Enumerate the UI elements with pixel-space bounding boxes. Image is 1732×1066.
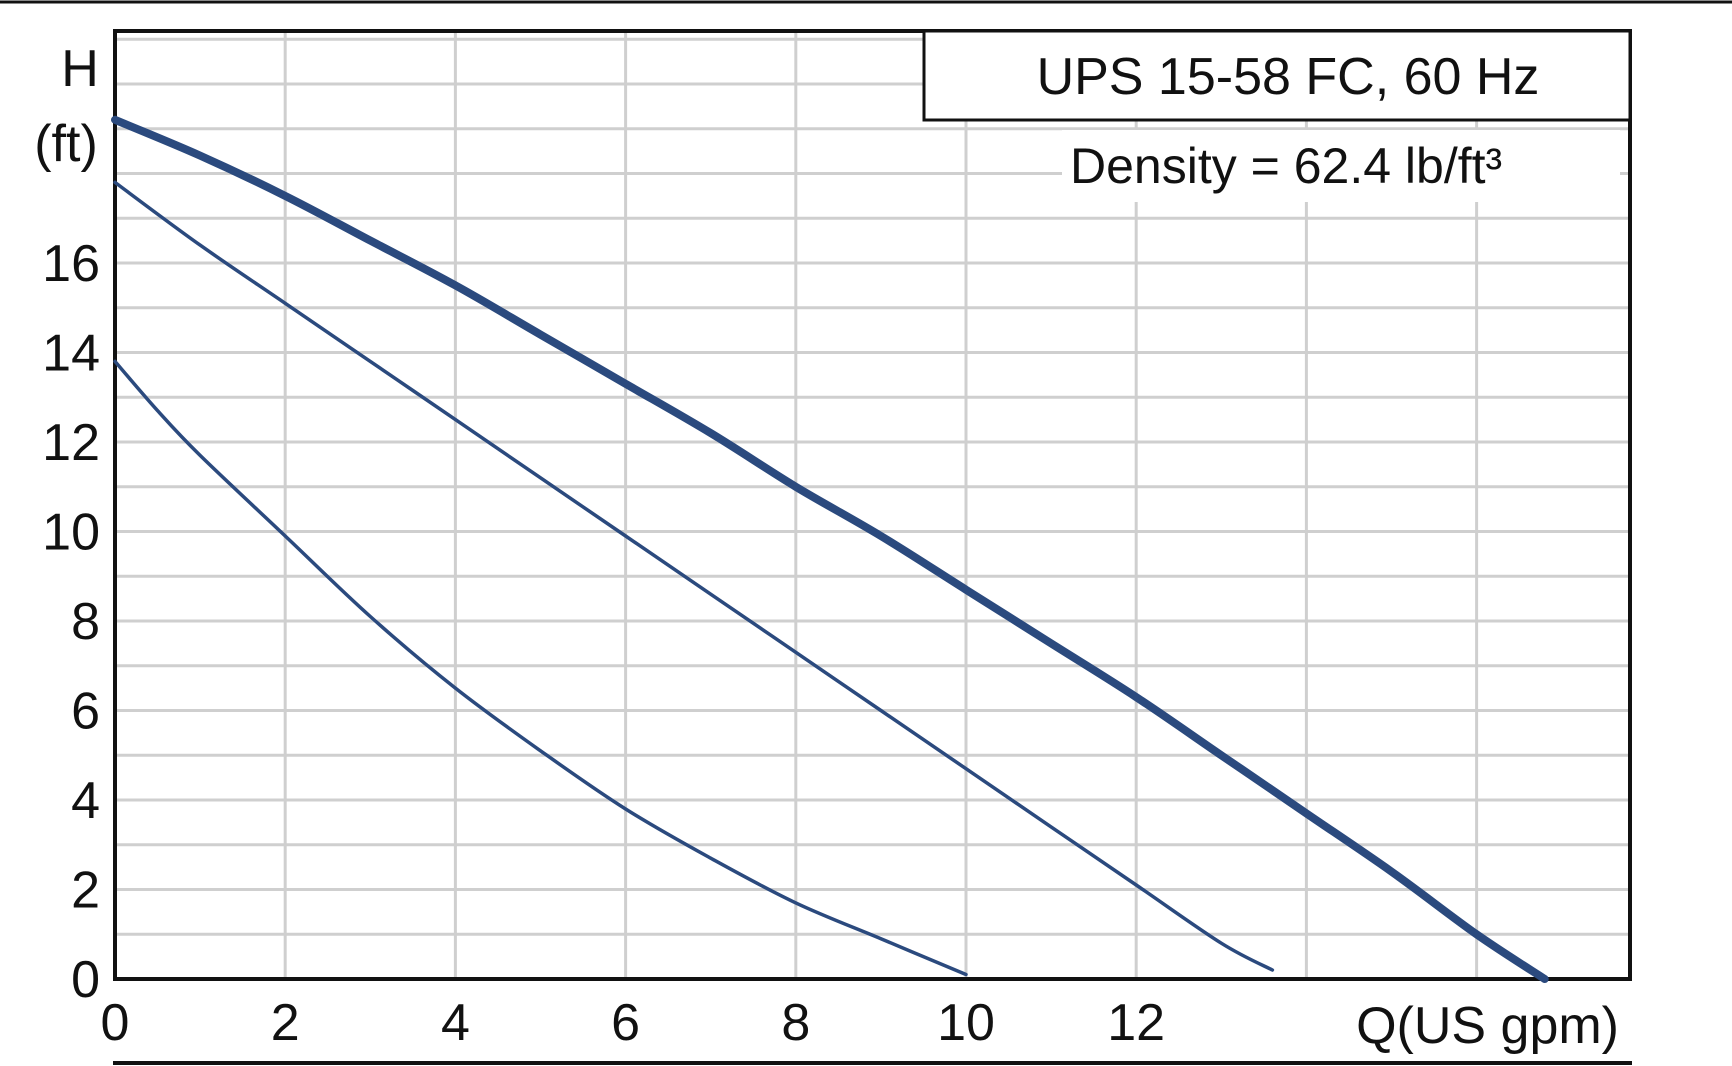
x-axis-label: Q(US gpm): [1356, 997, 1619, 1055]
title-box: UPS 15-58 FC, 60 Hz: [922, 29, 1632, 122]
chart-title: UPS 15-58 FC, 60 Hz: [1037, 48, 1540, 106]
y-tick-labels: 0 2 4 6 8 10 12 14 16: [42, 235, 100, 1009]
curves: [111, 115, 1549, 983]
y-tick-label: 16: [42, 235, 100, 293]
plot-frame: [113, 29, 1632, 981]
y-tick-label: 12: [42, 414, 100, 472]
y-axis-unit-label: (ft): [34, 115, 98, 173]
y-axis-label: H: [61, 40, 99, 98]
pump-curve-line-3: [113, 359, 968, 977]
x-tick-label: 8: [781, 994, 810, 1052]
pump-curve-line-2: [113, 180, 1275, 972]
x-tick-labels: 0 2 4 6 8 10 12: [101, 994, 1166, 1052]
y-tick-label: 10: [42, 504, 100, 562]
x-tick-label: 0: [101, 994, 130, 1052]
y-tick-label: 6: [71, 683, 100, 741]
y-tick-label: 14: [42, 325, 100, 383]
pump-curve-line-1: [111, 115, 1549, 983]
density-label: Density = 62.4 lb/ft³: [1070, 138, 1502, 194]
y-tick-label: 8: [71, 593, 100, 651]
density-label-background: [1062, 130, 1620, 202]
y-tick-label: 4: [71, 772, 100, 830]
x-tick-label: 6: [611, 994, 640, 1052]
y-tick-label: 2: [71, 862, 100, 920]
x-tick-label: 10: [937, 994, 995, 1052]
x-tick-label: 2: [271, 994, 300, 1052]
title-box-frame: [922, 29, 1632, 122]
x-tick-label: 12: [1107, 994, 1165, 1052]
y-tick-label: 0: [71, 951, 100, 1009]
x-tick-label: 4: [441, 994, 470, 1052]
